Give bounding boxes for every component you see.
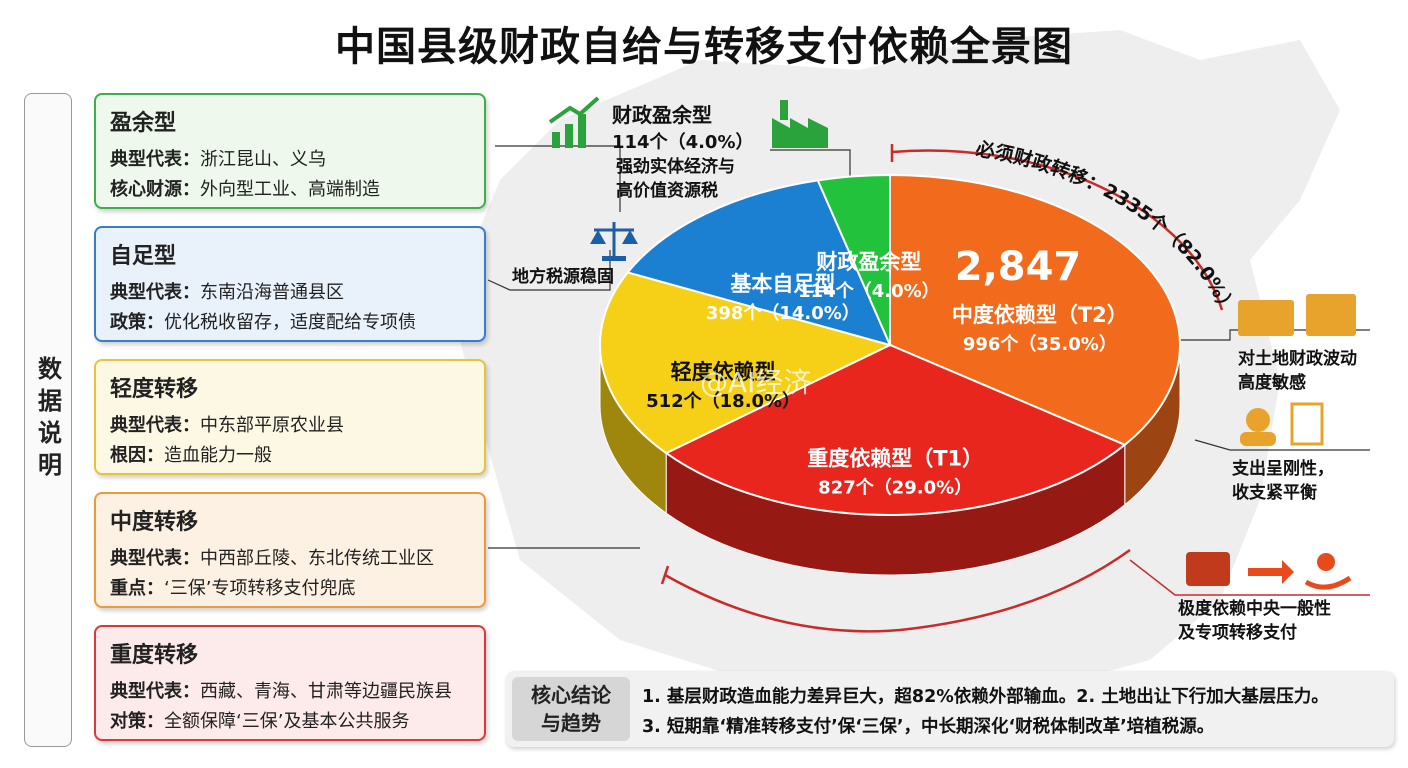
bracket-end [660, 565, 670, 585]
leader-line [770, 149, 851, 182]
panel-line-label: 政策： [110, 312, 164, 333]
title: 中国县级财政自给与转移支付依赖全景图 [335, 24, 1073, 70]
slice-value-label: 996个（35.0%） [963, 333, 1117, 355]
conclusion-line: 3. 短期靠‘精准转移支付’保‘三保’，中长期深化‘财税体制改革’培植税源。 [642, 717, 1215, 737]
panel-line-label: 典型代表： [110, 282, 200, 303]
panel-line-label: 根因： [110, 445, 164, 466]
panel-line: 典型代表：中东部平原农业县 [110, 411, 470, 437]
panel-line-label: 典型代表： [110, 415, 200, 436]
panel-title: 自足型 [110, 244, 177, 269]
panel-line: 典型代表：东南沿海普通县区 [110, 278, 470, 304]
tag-line: 核心结论 [531, 683, 611, 707]
panel-line-text: 浙江昆山、义乌 [200, 149, 326, 170]
panel-line-text: 中西部丘陵、东北传统工业区 [200, 548, 434, 569]
panel: 自足型 典型代表：东南沿海普通县区 政策：优化税收留存，适度配给专项债 [94, 226, 486, 342]
panel-line: 典型代表：中西部丘陵、东北传统工业区 [110, 544, 470, 570]
slice-label: 基本自足型 [730, 272, 835, 296]
panel-line-text: ‘三保’专项转移支付兜底 [164, 578, 356, 599]
side-label-box: 数据说明 [24, 93, 72, 747]
panel-line: 重点：‘三保’专项转移支付兜底 [110, 574, 470, 600]
scale-icon [590, 222, 638, 261]
panel: 重度转移 典型代表：西藏、青海、甘肃等边疆民族县 对策：全额保障‘三保’及基本公共服… [94, 625, 486, 741]
panel-title: 盈余型 [110, 111, 177, 136]
panel-line: 典型代表：浙江昆山、义乌 [110, 145, 470, 171]
pie-slice [599, 271, 893, 455]
total-label: 2,847 [955, 244, 1082, 290]
growth-icon [548, 96, 600, 148]
watermark: @AI经济 [700, 366, 811, 399]
tag-line: 与趋势 [541, 711, 601, 735]
panel-title: 轻度转移 [110, 377, 199, 402]
panel-line-text: 西藏、青海、甘肃等边疆民族县 [200, 681, 452, 702]
pie-slice [625, 179, 892, 347]
panel-title: 中度转移 [110, 510, 199, 535]
leader-line [487, 250, 611, 291]
panel: 中度转移 典型代表：中西部丘陵、东北传统工业区 重点：‘三保’专项转移支付兜底 [94, 492, 486, 608]
pie-slice [816, 173, 891, 346]
decor [487, 96, 1370, 633]
annotation: 对土地财政波动 [1238, 348, 1357, 369]
panel-line-text: 东南沿海普通县区 [200, 282, 344, 303]
land-icon [1238, 294, 1356, 336]
panel-line: 典型代表：西藏、青海、甘肃等边疆民族县 [110, 677, 470, 703]
wallet-icon [1186, 552, 1352, 590]
annotation: 及专项转移支付 [1178, 622, 1297, 643]
slice-value-label: 827个（29.0%） [818, 477, 972, 499]
panel-line-text: 造血能力一般 [164, 445, 272, 466]
panel-line-text: 外向型工业、高端制造 [200, 179, 380, 200]
side-label: 数据说明 [33, 356, 62, 484]
panel-line-label: 核心财源： [110, 179, 200, 200]
factory-icon [772, 100, 828, 148]
panel-line-label: 典型代表： [110, 149, 200, 170]
panel-line-text: 中东部平原农业县 [200, 415, 344, 436]
pie-slice [664, 343, 1127, 516]
annotation: 极度依赖中央一般性 [1178, 598, 1331, 619]
leader-line [495, 145, 621, 212]
panel-line-label: 典型代表： [110, 681, 200, 702]
panel-line: 核心财源：外向型工业、高端制造 [110, 175, 470, 201]
slice-value-label: 114个（4.0%） [798, 280, 940, 302]
slice-label: 重度依赖型（T1） [807, 447, 983, 471]
annotation: 地方税源稳固 [512, 266, 614, 287]
money-icon [1240, 402, 1324, 446]
panel-title: 重度转移 [110, 643, 199, 668]
slice-value-label: 398个（14.0%） [706, 302, 860, 324]
transfer-bracket [664, 548, 1131, 633]
conclusion-box: 核心结论与趋势 1. 基层财政造血能力差异巨大，超82%依赖外部输血。2. 土地… [506, 671, 1394, 747]
slice-label: 中度依赖型（T2） [952, 303, 1128, 327]
panel-line-text: 优化税收留存，适度配给专项债 [164, 312, 416, 333]
slice-label: 轻度依赖型 [671, 360, 776, 384]
conclusion-tag: 核心结论 与趋势 [512, 677, 630, 741]
transfer-bracket [891, 149, 1224, 311]
pie-slice [889, 173, 1181, 446]
annotation: 高价值资源税 [616, 180, 718, 201]
leader-line [1129, 559, 1370, 596]
pie: 中度依赖型（T2） 996个（35.0%） 重度依赖型（T1） 827个（29.0%）… [599, 173, 1181, 576]
panel-line-label: 重点： [110, 578, 164, 599]
annotation: 支出呈刚性， [1232, 458, 1334, 479]
slice-label: 财政盈余型 [816, 250, 921, 274]
panel-line: 根因：造血能力一般 [110, 441, 470, 467]
panel-line: 对策：全额保障‘三保’及基本公共服务 [110, 707, 470, 733]
panel-line-text: 全额保障‘三保’及基本公共服务 [164, 711, 410, 732]
conclusion-line: 1. 基层财政造血能力差异巨大，超82%依赖外部输血。2. 土地出让下行加大基层… [642, 687, 1329, 707]
slice-callout-name: 财政盈余型 [612, 103, 712, 127]
annotation: 收支紧平衡 [1232, 482, 1317, 503]
slice-value-label: 512个（18.0%） [646, 390, 800, 412]
leader-line [1175, 329, 1370, 341]
panel: 轻度转移 典型代表：中东部平原农业县 根因：造血能力一般 [94, 359, 486, 475]
slice-callout-value: 114个（4.0%） [612, 131, 754, 153]
panel-line-label: 典型代表： [110, 548, 200, 569]
annotation: 高度敏感 [1238, 372, 1306, 393]
panel: 盈余型 典型代表：浙江昆山、义乌 核心财源：外向型工业、高端制造 [94, 93, 486, 209]
annotation: 强劲实体经济与 [616, 156, 735, 177]
panel-line-label: 对策： [110, 711, 164, 732]
panel-line: 政策：优化税收留存，适度配给专项债 [110, 308, 470, 334]
leader-line [1194, 439, 1370, 451]
